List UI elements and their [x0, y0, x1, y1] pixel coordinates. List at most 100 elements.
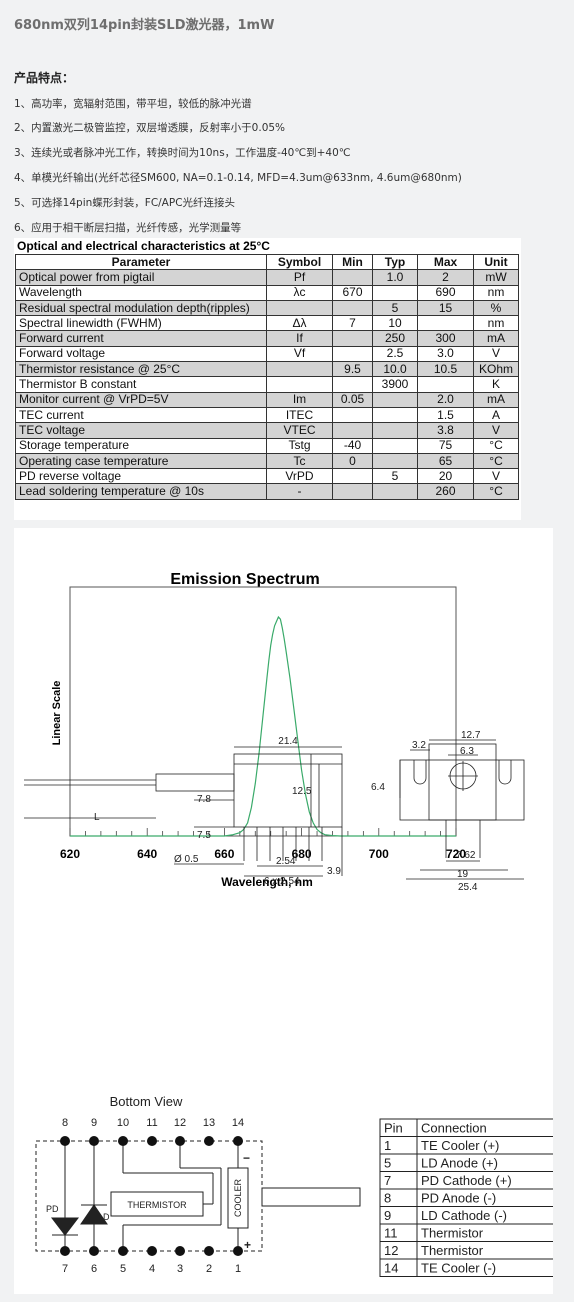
- spec-cell: 1.5: [417, 406, 474, 424]
- pin-table-cell: Thermistor: [421, 1226, 484, 1241]
- x-tick-labels: 620 640 660 680 700 720: [60, 847, 466, 861]
- pin-table-cell: PD Cathode (+): [421, 1173, 512, 1188]
- spec-cell: 3.0: [417, 345, 474, 363]
- pin-dot: [233, 1246, 243, 1256]
- pin-table-cell: PD Anode (-): [421, 1191, 496, 1206]
- spec-cell: [372, 452, 418, 470]
- bottom-view-diagram: [35, 1140, 361, 1252]
- feature-item: 6、应用于相干断层扫描，光纤传感，光学测量等: [14, 222, 242, 234]
- spec-row: Operating case temperature Tc 0 65 °C: [15, 452, 519, 470]
- bottom-view-labels: PD LD THERMISTOR COOLER − +: [46, 1151, 251, 1252]
- pin-number: 14: [232, 1117, 244, 1129]
- spec-cell: [417, 376, 474, 393]
- minor-ticks: [69, 828, 457, 836]
- spec-cell: [332, 345, 373, 363]
- spec-cell: -: [266, 483, 333, 500]
- spec-cell: [266, 376, 333, 393]
- feature-item: 2、内置激光二极管监控，双层增透膜，反射率小于0.05%: [14, 122, 286, 134]
- x-tick-label: 700: [369, 847, 389, 861]
- spectrum-line: [70, 615, 456, 837]
- dim-19: 19: [457, 869, 469, 880]
- dim-7-8: 7.8: [197, 794, 211, 805]
- spec-row: Residual spectral modulation depth(rippl…: [15, 299, 519, 317]
- spec-cell: Forward voltage: [15, 345, 267, 363]
- dim-6x2-54: 6 x 2.54: [264, 876, 300, 887]
- spec-cell: 250: [372, 330, 418, 347]
- spec-cell: [332, 376, 373, 393]
- spec-cell: 670: [332, 284, 373, 301]
- spec-cell: nm: [473, 315, 519, 332]
- spec-cell: 5: [372, 468, 418, 485]
- spec-cell: Δλ: [266, 315, 333, 332]
- feature-item: 3、连续光或者脉冲光工作，转换时间为10ns，工作温度-40℃到+40℃: [14, 147, 351, 159]
- spec-header-cell: Min: [332, 253, 373, 271]
- spec-cell: mA: [473, 330, 519, 347]
- spec-row: Optical power from pigtail Pf 1.0 2 mW: [15, 269, 519, 286]
- spec-cell: [372, 422, 418, 439]
- spec-cell: 0.05: [332, 391, 373, 408]
- spec-cell: [372, 391, 418, 408]
- spec-cell: VrPD: [266, 468, 333, 485]
- spec-cell: 10.5: [417, 361, 474, 378]
- spec-cell: 10.0: [372, 361, 418, 378]
- cooler-label: COOLER: [233, 1178, 243, 1217]
- spec-row: Thermistor B constant 3900 K: [15, 376, 519, 393]
- spec-header-cell: Max: [417, 253, 474, 271]
- pin-number: 1: [235, 1263, 241, 1275]
- spec-cell: 2: [417, 269, 474, 286]
- spec-cell: [332, 468, 373, 485]
- spec-row: Spectral linewidth (FWHM) Δλ 7 10 nm: [15, 315, 519, 332]
- pin-number: 9: [91, 1117, 97, 1129]
- spec-cell: [332, 406, 373, 424]
- spec-cell: 2.0: [417, 391, 474, 408]
- x-tick-label: 660: [214, 847, 234, 861]
- pin-number: 7: [62, 1263, 68, 1275]
- spec-cell: 10: [372, 315, 418, 332]
- pin-table-cell: LD Cathode (-): [421, 1208, 507, 1223]
- spec-cell: Thermistor resistance @ 25°C: [15, 361, 267, 378]
- pin-dot: [175, 1136, 185, 1146]
- spec-cell: mW: [473, 269, 519, 286]
- spec-cell: [332, 269, 373, 286]
- dim-6-3: 6.3: [460, 746, 474, 757]
- pin-number: 11: [146, 1117, 157, 1129]
- spec-cell: [372, 483, 418, 500]
- spec-cell: Lead soldering temperature @ 10s: [15, 483, 267, 500]
- spec-panel: Optical and electrical characteristics a…: [14, 238, 521, 520]
- x-tick-label: 680: [292, 847, 312, 861]
- spec-cell: mA: [473, 391, 519, 408]
- spec-cell: 260: [417, 483, 474, 500]
- spec-cell: [372, 406, 418, 424]
- spec-cell: Spectral linewidth (FWHM): [15, 315, 267, 332]
- pin-dot: [60, 1136, 70, 1146]
- spec-cell: 65: [417, 452, 474, 470]
- spec-cell: λc: [266, 284, 333, 301]
- pin-dot: [233, 1136, 243, 1146]
- spec-row: Thermistor resistance @ 25°C 9.5 10.0 10.5 K…: [15, 361, 519, 378]
- spec-cell: °C: [473, 483, 519, 500]
- spec-cell: Wavelength: [15, 284, 267, 301]
- spec-cell: Thermistor B constant: [15, 376, 267, 393]
- spec-cell: 3.8: [417, 422, 474, 439]
- ld-label: LD: [98, 1212, 110, 1222]
- spec-cell: 7: [332, 315, 373, 332]
- figure-panel: Emission Spectrum Linear Scale Wavelengt…: [14, 528, 566, 1294]
- dim-12-5: 12.5: [292, 786, 312, 797]
- pd-label: PD: [46, 1204, 59, 1214]
- pin-number: 2: [206, 1263, 212, 1275]
- x-tick-label: 720: [446, 847, 466, 861]
- spec-cell: V: [473, 422, 519, 439]
- spec-cell: -40: [332, 437, 373, 454]
- spec-cell: [372, 284, 418, 301]
- spec-cell: [266, 361, 333, 378]
- spec-cell: °C: [473, 437, 519, 454]
- feature-item: 4、单模光纤输出(光纤芯径SM600, NA=0.1-0.14, MFD=4.3…: [14, 172, 462, 184]
- spec-cell: TEC current: [15, 406, 267, 424]
- mechanical-front-view: [399, 739, 525, 880]
- spec-cell: [332, 483, 373, 500]
- page-title: 680nm双列14pin封装SLD激光器，1mW: [14, 18, 275, 33]
- pin-table-cell: Thermistor: [421, 1243, 484, 1258]
- pin-number: 10: [117, 1117, 129, 1129]
- pin-dot: [89, 1136, 99, 1146]
- spec-cell: V: [473, 468, 519, 485]
